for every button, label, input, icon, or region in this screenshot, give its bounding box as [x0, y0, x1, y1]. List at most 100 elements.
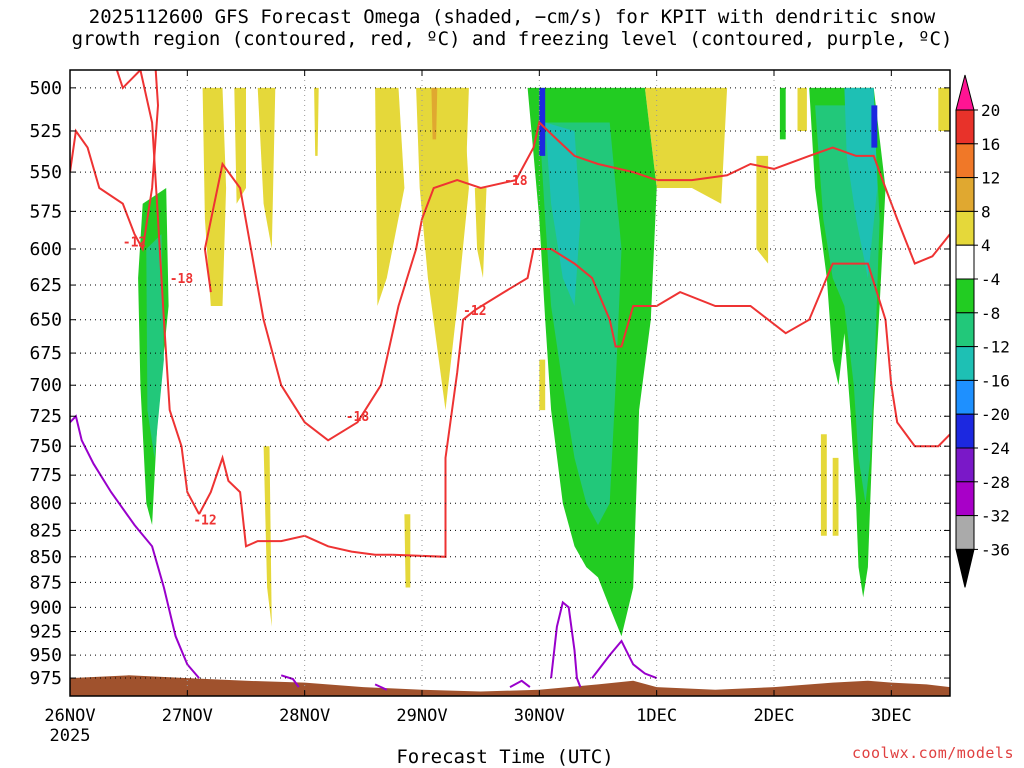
y-tick-label-950: 950	[29, 645, 62, 666]
colorbar-label-9: -20	[981, 405, 1010, 424]
omega-region-12	[644, 87, 728, 204]
red-contour-1	[115, 70, 200, 515]
x-tick-label-1: 27NOV	[162, 706, 213, 726]
colorbar-bottom-triangle	[955, 548, 975, 588]
plot-frame	[69, 69, 951, 697]
colorbar-label-4: 4	[981, 236, 991, 255]
y-tick-label-900: 900	[29, 597, 62, 618]
site-credit: coolwx.com/models	[851, 744, 1014, 762]
red-contour-label-3: -18	[346, 410, 370, 425]
colorbar-label-12: -32	[981, 507, 1010, 526]
chart-title-line1: 2025112600 GFS Forecast Omega (shaded, −…	[88, 6, 936, 28]
axes: 500 525 550 575 600 625 650 675 700 725 750 775 800 8…	[29, 69, 951, 746]
x-year-label: 2025	[50, 726, 91, 746]
colorbar-label-8: -16	[981, 371, 1010, 390]
purple-contour-4	[550, 600, 582, 688]
y-tick-label-650: 650	[29, 310, 62, 331]
y-tick-label-975: 975	[29, 668, 62, 689]
colorbar-label-10: -24	[981, 439, 1010, 458]
omega-region-28	[871, 105, 878, 148]
grid	[69, 70, 950, 696]
y-tick-label-725: 725	[29, 406, 62, 427]
omega-region-7	[457, 87, 469, 156]
colorbar-label-0: 20	[981, 101, 1000, 120]
omega-region-8	[431, 87, 438, 140]
red-contour-label-4: -12	[463, 304, 486, 319]
colorbar-top-triangle	[955, 74, 975, 111]
x-tick-label-4: 30NOV	[514, 706, 565, 726]
colorbar-label-11: -28	[981, 473, 1010, 492]
purple-contour-3	[509, 679, 531, 688]
terrain-fill	[70, 675, 950, 696]
colorbar-box-8	[955, 379, 975, 415]
colorbar-box-11	[955, 481, 975, 517]
omega-region-1	[234, 87, 246, 204]
colorbar-label-5: -4	[981, 270, 1000, 289]
red-contour-0	[70, 70, 160, 253]
red-contour-label-1: -12	[123, 236, 146, 251]
omega-region-11	[539, 359, 546, 411]
y-tick-label-850: 850	[29, 547, 62, 568]
omega-region-0	[202, 87, 227, 307]
y-tick-label-500: 500	[29, 78, 62, 99]
colorbar-box-2	[955, 177, 975, 212]
plot-area: -18 -12 -12 -18 -12 -18	[69, 70, 950, 696]
colorbar-box-4	[955, 244, 975, 280]
colorbar-box-0	[955, 109, 975, 145]
y-tick-label-575: 575	[29, 201, 62, 222]
omega-region-4	[375, 87, 405, 307]
omega-region-16	[820, 434, 827, 536]
omega-region-14	[797, 87, 807, 131]
omega-region-6	[474, 188, 487, 278]
y-tick-label-600: 600	[29, 239, 62, 260]
omega-region-25	[545, 122, 581, 306]
colorbar-box-10	[955, 447, 975, 483]
colorbar-label-7: -12	[981, 338, 1010, 357]
purple-contour-0	[70, 414, 200, 679]
colorbar-box-9	[955, 413, 975, 449]
colorbar-label-13: -36	[981, 540, 1010, 559]
colorbar-box-6	[955, 312, 975, 348]
red-contour-label-2: -12	[193, 514, 216, 529]
x-tick-label-6: 2DEC	[754, 706, 795, 726]
colorbar: 20 16 12 8 4 -4 -8 -12 -16 -20 -24 -28 -32 -36	[955, 74, 1010, 588]
x-tick-label-2: 28NOV	[279, 706, 330, 726]
x-axis-label: Forecast Time (UTC)	[396, 746, 614, 768]
colorbar-label-2: 12	[981, 169, 1000, 188]
y-tick-label-800: 800	[29, 493, 62, 514]
y-tick-label-675: 675	[29, 343, 62, 364]
y-tick-label-925: 925	[29, 622, 62, 643]
omega-region-15	[938, 87, 950, 131]
colorbar-box-1	[955, 143, 975, 179]
colorbar-box-7	[955, 346, 975, 381]
y-tick-label-825: 825	[29, 520, 62, 541]
colorbar-label-3: 8	[981, 202, 991, 221]
colorbar-box-12	[955, 515, 975, 550]
purple-contour-5	[591, 639, 658, 680]
chart-title-line2: growth region (contoured, red, ºC) and f…	[71, 28, 953, 50]
colorbar-box-3	[955, 210, 975, 246]
omega-region-3	[314, 87, 319, 156]
omega-region-27	[539, 87, 546, 156]
omega-region-5	[416, 87, 469, 411]
purple-contour-1	[280, 674, 300, 688]
y-tick-label-525: 525	[29, 121, 62, 142]
omega-region-22	[146, 234, 164, 458]
y-tick-label-775: 775	[29, 465, 62, 486]
red-contour-5	[421, 120, 950, 265]
red-contour-3	[203, 161, 423, 442]
y-tick-label-875: 875	[29, 572, 62, 593]
x-tick-label-3: 29NOV	[396, 706, 447, 726]
y-tick-label-625: 625	[29, 275, 62, 296]
red-contour-2	[198, 454, 393, 556]
y-tick-label-550: 550	[29, 162, 62, 183]
x-tick-label-5: 1DEC	[636, 706, 677, 726]
x-tick-label-7: 3DEC	[871, 706, 912, 726]
omega-region-21	[779, 87, 786, 140]
omega-region-2	[257, 87, 276, 250]
y-tick-label-750: 750	[29, 436, 62, 457]
colorbar-box-5	[955, 278, 975, 314]
omega-region-26	[844, 87, 878, 279]
omega-region-17	[832, 457, 839, 536]
